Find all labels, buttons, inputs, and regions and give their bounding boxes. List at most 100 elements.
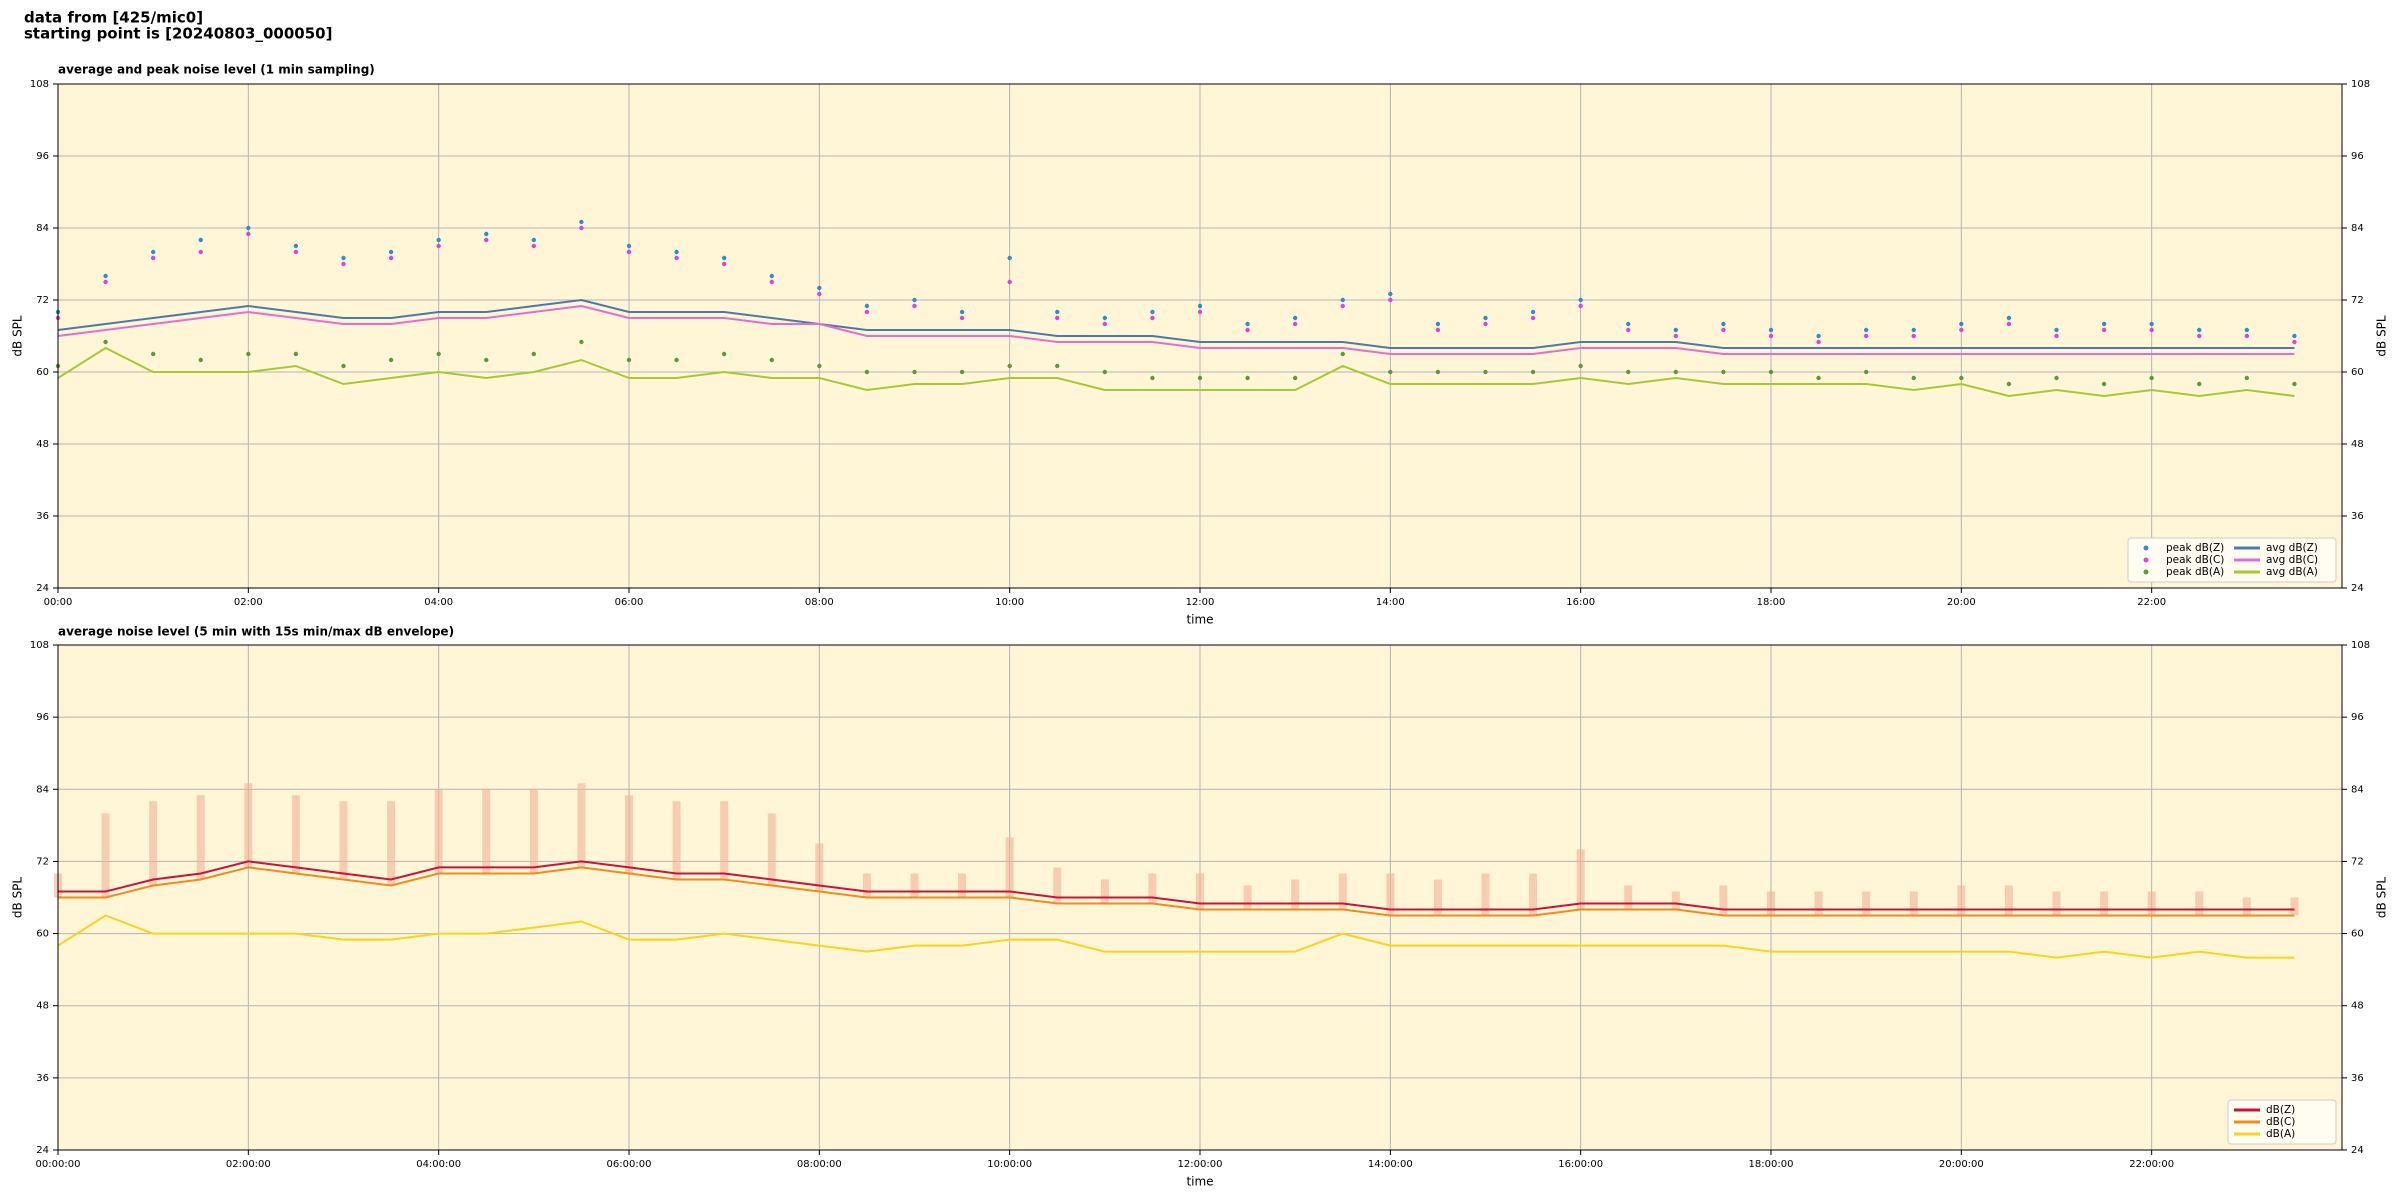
peak-dot xyxy=(1721,327,1726,333)
peak-dot xyxy=(103,339,108,345)
peak-dot xyxy=(198,249,203,255)
legend-marker xyxy=(2143,557,2149,563)
peak-dot xyxy=(1626,327,1631,333)
y-tick-label: 60 xyxy=(2351,929,2364,940)
header-line: data from [425/mic0] xyxy=(24,9,203,27)
y-tick-label: 108 xyxy=(2351,79,2370,90)
y-tick-label: 60 xyxy=(36,929,49,940)
peak-dot xyxy=(1435,321,1441,327)
header-line: starting point is [20240803_000050] xyxy=(24,25,332,43)
peak-dot xyxy=(436,243,441,249)
x-tick-label: 18:00 xyxy=(1757,597,1786,608)
peak-dot xyxy=(1245,375,1250,381)
legend-label: peak dB(Z) xyxy=(2166,542,2224,554)
peak-dot xyxy=(1816,333,1821,339)
y-tick-label: 48 xyxy=(2351,439,2364,450)
peak-dot xyxy=(959,315,965,321)
peak-dot xyxy=(1245,321,1250,327)
peak-dot xyxy=(1197,309,1203,315)
peak-dot xyxy=(1340,303,1345,309)
peak-dot xyxy=(1673,327,1679,333)
y-tick-label: 84 xyxy=(36,784,49,795)
y-tick-label: 24 xyxy=(2351,1145,2364,1156)
peak-dot xyxy=(1055,315,1060,321)
peak-dot xyxy=(1626,321,1631,327)
legend-label: dB(C) xyxy=(2266,1116,2295,1128)
peak-dot xyxy=(1578,297,1583,303)
legend-label: peak dB(A) xyxy=(2166,566,2224,578)
x-tick-label: 20:00:00 xyxy=(1939,1159,1984,1170)
peak-dot xyxy=(1816,375,1821,381)
x-tick-label: 14:00:00 xyxy=(1368,1159,1413,1170)
peak-dot xyxy=(1673,333,1679,339)
peak-dot xyxy=(817,285,822,291)
peak-dot xyxy=(1483,369,1488,375)
peak-dot xyxy=(1102,369,1108,375)
y-tick-label: 48 xyxy=(2351,1001,2364,1012)
peak-dot xyxy=(2006,321,2012,327)
peak-dot xyxy=(1292,321,1298,327)
y-tick-label: 36 xyxy=(36,511,49,522)
peak-dot xyxy=(1197,375,1203,381)
y-tick-label: 24 xyxy=(36,583,49,594)
peak-dot xyxy=(2292,339,2297,345)
y-tick-label: 84 xyxy=(2351,784,2364,795)
peak-dot xyxy=(1483,315,1488,321)
peak-dot xyxy=(2244,333,2250,339)
peak-dot xyxy=(1530,315,1536,321)
y-tick-label: 36 xyxy=(2351,511,2364,522)
legend-label: avg dB(A) xyxy=(2266,566,2318,578)
x-tick-label: 12:00 xyxy=(1186,597,1215,608)
x-tick-label: 08:00:00 xyxy=(797,1159,842,1170)
y-tick-label: 36 xyxy=(2351,1073,2364,1084)
chart-title: average and peak noise level (1 min samp… xyxy=(58,63,375,77)
peak-dot xyxy=(817,291,822,297)
peak-dot xyxy=(674,249,679,255)
peak-dot xyxy=(1435,327,1441,333)
peak-dot xyxy=(2197,333,2202,339)
peak-dot xyxy=(721,255,727,261)
peak-dot xyxy=(2006,381,2012,387)
peak-dot xyxy=(150,255,156,261)
peak-dot xyxy=(1673,369,1679,375)
peak-dot xyxy=(2101,321,2107,327)
peak-dot xyxy=(912,297,917,303)
x-tick-label: 20:00 xyxy=(1947,597,1976,608)
peak-dot xyxy=(341,261,346,267)
peak-dot xyxy=(1007,363,1012,369)
y-tick-label: 84 xyxy=(36,223,49,234)
peak-dot xyxy=(1435,369,1441,375)
x-tick-label: 02:00 xyxy=(234,597,263,608)
peak-dot xyxy=(531,243,537,249)
peak-dot xyxy=(1150,309,1155,315)
x-tick-label: 00:00 xyxy=(44,597,73,608)
peak-dot xyxy=(150,351,156,357)
peak-dot xyxy=(864,303,870,309)
legend-box xyxy=(2127,537,2337,583)
x-tick-label: 12:00:00 xyxy=(1178,1159,1223,1170)
peak-dot xyxy=(1055,309,1060,315)
peak-dot xyxy=(341,363,346,369)
peak-dot xyxy=(103,279,108,285)
peak-dot xyxy=(293,351,299,357)
x-tick-label: 10:00:00 xyxy=(987,1159,1032,1170)
peak-dot xyxy=(674,255,679,261)
x-tick-label: 22:00 xyxy=(2137,597,2166,608)
peak-dot xyxy=(1245,327,1250,333)
peak-dot xyxy=(1626,369,1631,375)
peak-dot xyxy=(959,369,965,375)
series-line xyxy=(57,914,2295,959)
legend-label: avg dB(Z) xyxy=(2266,542,2318,554)
peak-dot xyxy=(293,249,299,255)
legend-label: dB(Z) xyxy=(2266,1104,2295,1116)
peak-dot xyxy=(721,261,727,267)
peak-dot xyxy=(1483,321,1488,327)
peak-dot xyxy=(674,357,679,363)
peak-dot xyxy=(1959,375,1964,381)
peak-dot xyxy=(1007,279,1012,285)
peak-dot xyxy=(1292,315,1298,321)
series-line xyxy=(58,860,2295,911)
peak-dot xyxy=(1959,327,1964,333)
peak-dot xyxy=(2149,321,2154,327)
